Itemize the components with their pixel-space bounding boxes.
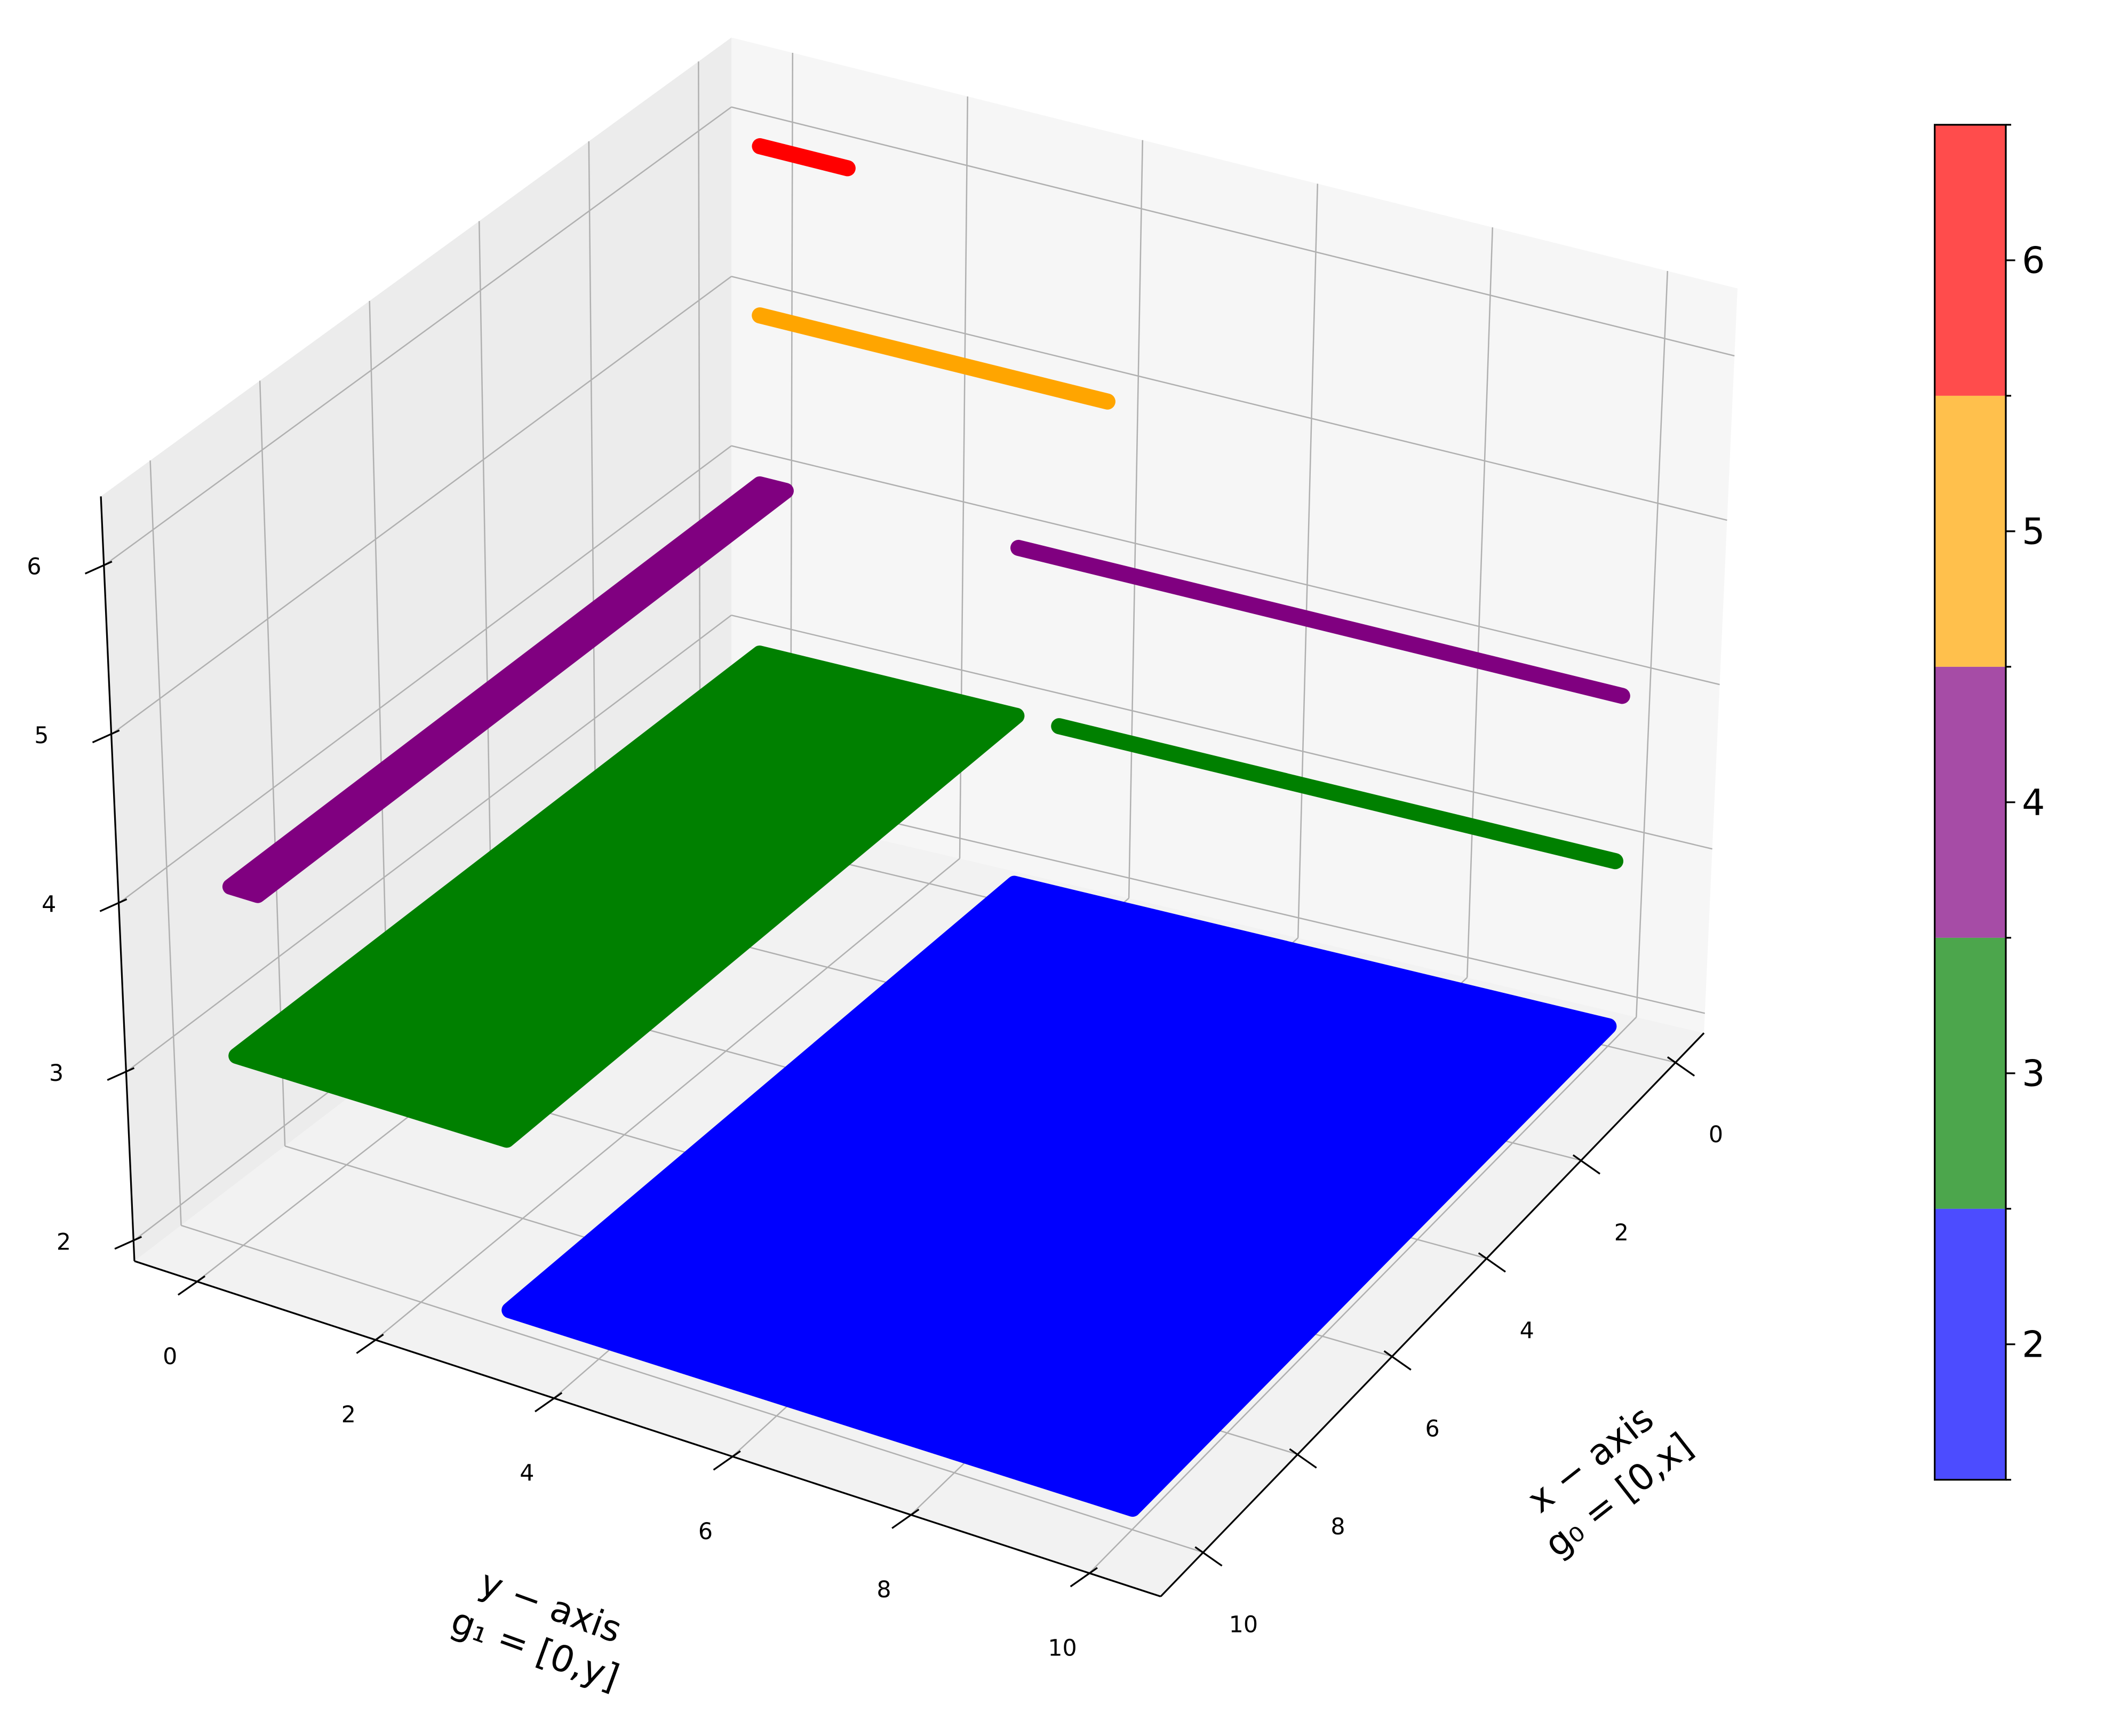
grid-line (110, 276, 732, 735)
x-axis-line (1160, 1032, 1705, 1597)
colorbar-segment (1934, 1208, 2006, 1480)
z-axis-line (100, 496, 136, 1261)
grid-line (103, 106, 732, 567)
z-tick-label: 4 (42, 891, 56, 918)
x-tick-label: 2 (1614, 1220, 1629, 1246)
y-tick (1070, 1567, 1098, 1588)
z-tick (92, 729, 120, 744)
x-axis-label: x − axisg₀ = [0,x] (1509, 1389, 1701, 1566)
x-tick (1667, 1056, 1695, 1077)
grid-line (1297, 184, 1319, 938)
colorbar-segment (1934, 395, 2006, 667)
y-tick (713, 1450, 741, 1471)
z-tick (99, 898, 127, 912)
grid-line (125, 615, 732, 1073)
z-tick-label: 2 (57, 1229, 71, 1255)
y-tick-label: 0 (163, 1343, 177, 1370)
x-tick (1383, 1350, 1412, 1371)
pane-left (101, 37, 731, 1261)
scatter-region (1010, 539, 1630, 704)
scatter-region (752, 307, 1115, 410)
grid-line (731, 106, 1735, 357)
x-tick-label: 8 (1330, 1514, 1345, 1540)
pane-right (731, 37, 1738, 1033)
y-tick-label: 8 (876, 1576, 891, 1603)
x-tick (1289, 1448, 1317, 1469)
grid-line (1128, 140, 1144, 898)
scatter-region (752, 138, 856, 177)
x-tick-label: 6 (1425, 1415, 1439, 1442)
z-tick-label: 3 (49, 1060, 63, 1087)
colorbar-tick-label: 5 (2022, 511, 2045, 553)
colorbar-tick-label: 2 (2022, 1324, 2045, 1366)
x-tick-label: 10 (1229, 1612, 1258, 1638)
z-tick (84, 561, 113, 575)
grid-line (1466, 227, 1494, 978)
z-tick-label: 6 (27, 554, 41, 580)
grid-line (731, 445, 1720, 686)
y-tick (177, 1275, 206, 1296)
x-tick-label: 0 (1709, 1121, 1723, 1148)
y-tick-label: 4 (520, 1460, 534, 1487)
z-tick-label: 5 (34, 722, 49, 749)
grid-line (118, 445, 732, 904)
z-tick (114, 1236, 142, 1250)
y-axis-label: y − axisg₁ = [0,y] (445, 1557, 640, 1699)
x-tick (1194, 1546, 1223, 1567)
y-axis-line (134, 1260, 1161, 1598)
colorbar-tick-label: 6 (2022, 240, 2045, 282)
colorbar-segment (1934, 124, 2006, 396)
grid-line (374, 858, 960, 1341)
grid-line (1636, 270, 1669, 1017)
scatter-region (501, 875, 1617, 1517)
grid-line (731, 275, 1727, 521)
colorbar-tick-label: 3 (2022, 1053, 2045, 1095)
scatter-region (222, 476, 794, 903)
y-tick (535, 1392, 563, 1413)
scatter-region (228, 646, 1025, 1148)
grid-line (181, 1224, 1204, 1554)
y-tick-label: 2 (341, 1401, 356, 1428)
y-tick (891, 1509, 920, 1529)
x-tick-label: 4 (1520, 1318, 1534, 1344)
colorbar-segment (1934, 666, 2006, 938)
x-tick (1478, 1252, 1506, 1273)
colorbar-segment (1934, 937, 2006, 1209)
grid-line (149, 460, 182, 1225)
z-tick (107, 1067, 135, 1081)
x-tick (1572, 1154, 1601, 1175)
y-tick-label: 10 (1048, 1635, 1077, 1662)
grid-line (1088, 1016, 1637, 1574)
colorbar-tick-label: 4 (2022, 782, 2045, 824)
y-tick (356, 1334, 384, 1354)
y-tick-label: 6 (698, 1518, 713, 1545)
grid-line (731, 614, 1712, 850)
scatter-region (1051, 718, 1624, 870)
